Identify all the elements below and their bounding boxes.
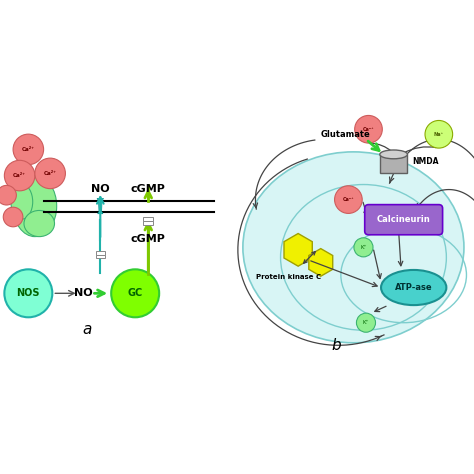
Ellipse shape <box>13 175 57 237</box>
Text: b: b <box>331 338 341 353</box>
Bar <box>144 221 153 225</box>
Text: ATP-ase: ATP-ase <box>395 283 432 292</box>
Text: NO: NO <box>91 183 109 194</box>
Text: Calcineurin: Calcineurin <box>377 215 430 224</box>
Circle shape <box>35 158 65 189</box>
Ellipse shape <box>24 210 55 237</box>
Text: Glutamate: Glutamate <box>321 130 371 139</box>
Text: NO: NO <box>73 288 92 298</box>
Text: K⁺: K⁺ <box>360 245 367 250</box>
Text: NOS: NOS <box>17 288 40 298</box>
Circle shape <box>111 269 159 317</box>
Ellipse shape <box>380 150 408 159</box>
Text: cGMP: cGMP <box>131 183 166 194</box>
Circle shape <box>4 269 52 317</box>
Text: GC: GC <box>128 288 143 298</box>
Circle shape <box>0 185 16 205</box>
Text: Ca²⁺: Ca²⁺ <box>13 173 26 178</box>
Text: Ca²⁺: Ca²⁺ <box>363 127 374 132</box>
Bar <box>95 255 105 258</box>
Bar <box>95 251 105 255</box>
Text: a: a <box>82 322 92 337</box>
Circle shape <box>3 207 23 227</box>
Text: Ca²⁺: Ca²⁺ <box>44 171 57 176</box>
Ellipse shape <box>381 270 447 305</box>
Text: K⁺: K⁺ <box>363 320 369 325</box>
FancyBboxPatch shape <box>380 155 408 173</box>
Circle shape <box>4 160 35 191</box>
Circle shape <box>13 134 44 164</box>
Text: Na⁺: Na⁺ <box>434 132 444 137</box>
Text: Ca²⁺: Ca²⁺ <box>343 197 354 202</box>
Bar <box>144 218 153 221</box>
FancyBboxPatch shape <box>365 205 443 235</box>
Text: cGMP: cGMP <box>131 234 166 244</box>
Circle shape <box>356 313 375 332</box>
Circle shape <box>335 186 362 213</box>
Polygon shape <box>97 199 104 214</box>
Circle shape <box>354 238 373 257</box>
Ellipse shape <box>11 184 33 219</box>
Text: NMDA: NMDA <box>412 157 439 166</box>
Ellipse shape <box>243 152 464 343</box>
Text: Ca²⁺: Ca²⁺ <box>22 147 35 152</box>
Circle shape <box>355 116 383 143</box>
Circle shape <box>425 120 453 148</box>
Text: Protein kinase C: Protein kinase C <box>255 274 320 281</box>
